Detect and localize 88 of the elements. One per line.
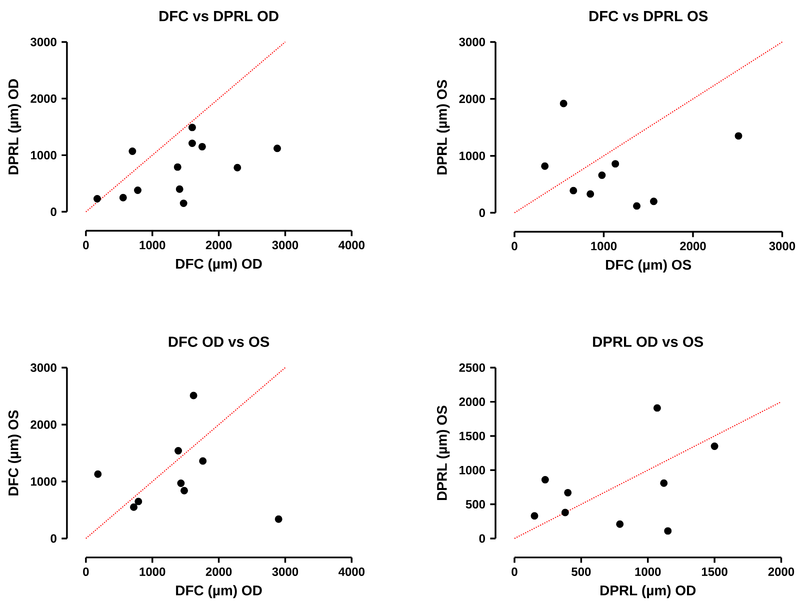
x-tick-label: 500 — [572, 567, 591, 576]
x-tick-label: 2000 — [768, 567, 794, 576]
y-tick-label: 3000 — [459, 38, 485, 46]
chart-title: DFC vs DPRL OS — [590, 10, 708, 22]
y-tick-label: 2500 — [459, 363, 485, 372]
y-axis-title: DPRL (µm) OS — [436, 80, 450, 174]
point — [174, 446, 182, 454]
y-tick-label: 2000 — [30, 420, 56, 429]
point — [190, 392, 198, 400]
point — [560, 100, 568, 108]
point — [199, 457, 207, 465]
y-tick-label: 3000 — [30, 38, 56, 46]
point — [660, 479, 668, 487]
point — [177, 479, 185, 487]
y-tick-label: 1000 — [460, 151, 485, 160]
point — [541, 476, 549, 484]
x-axis-title: DFC (µm) OS — [606, 259, 692, 272]
point — [664, 527, 672, 534]
point — [586, 190, 594, 198]
point — [616, 520, 624, 528]
x-tick-label: 4000 — [338, 240, 364, 250]
point — [134, 186, 142, 194]
x-tick-label: 0 — [512, 567, 518, 576]
point — [134, 498, 142, 505]
x-tick-label: 1000 — [591, 242, 617, 250]
point — [128, 147, 136, 155]
point — [530, 512, 538, 520]
point — [598, 171, 606, 179]
x-tick-label: 2000 — [206, 567, 232, 576]
point — [612, 160, 620, 168]
x-axis-title: DFC (µm) OD — [176, 584, 262, 598]
y-tick-label: 500 — [466, 500, 485, 508]
point — [188, 124, 196, 131]
y-axis-title: DPRL (µm) OS — [436, 406, 450, 500]
chart-title: DFC OD vs OS — [168, 336, 270, 347]
point — [561, 508, 569, 516]
x-tick-label: 2000 — [206, 240, 232, 250]
x-tick-label: 1000 — [635, 567, 661, 576]
point — [93, 194, 101, 202]
x-tick-label: 3000 — [769, 242, 796, 250]
y-tick-label: 3000 — [30, 363, 56, 372]
x-tick-label: 1500 — [702, 567, 728, 576]
point — [198, 142, 206, 150]
point — [234, 164, 242, 172]
x-tick-label: 4000 — [338, 567, 364, 576]
point — [650, 197, 658, 205]
x-tick-label: 2000 — [680, 242, 706, 250]
chart-title: DPRL OD vs OS — [593, 336, 704, 347]
point — [94, 470, 102, 478]
y-tick-label: 0 — [479, 534, 485, 543]
y-tick-label: 0 — [479, 208, 485, 217]
y-tick-label: 2000 — [459, 397, 485, 406]
y-tick-label: 2000 — [30, 94, 56, 103]
x-axis-title: DFC (µm) OD — [176, 258, 262, 272]
x-tick-label: 1000 — [140, 567, 166, 576]
x-axis-title: DPRL (µm) OD — [600, 584, 696, 598]
y-tick-label: 0 — [50, 207, 56, 216]
y-tick-label: 2000 — [459, 94, 485, 103]
point — [119, 194, 127, 202]
point — [188, 139, 196, 147]
point — [734, 132, 742, 140]
point — [710, 442, 718, 450]
y-tick-label: 1000 — [30, 477, 56, 486]
x-tick-label: 1000 — [140, 240, 166, 250]
point — [570, 186, 578, 194]
point — [653, 404, 661, 412]
y-tick-label: 1500 — [460, 432, 485, 440]
point — [274, 515, 282, 523]
point — [130, 503, 138, 511]
point — [541, 162, 549, 170]
point — [180, 199, 188, 207]
y-axis-title: DPRL (µm) OD — [8, 78, 22, 174]
point — [176, 185, 184, 193]
x-tick-label: 3000 — [272, 240, 298, 250]
x-tick-label: 0 — [83, 240, 89, 250]
point — [180, 486, 188, 494]
point — [633, 202, 640, 210]
x-tick-label: 0 — [512, 242, 518, 250]
point — [274, 144, 281, 152]
y-axis-title: DFC (µm) OS — [8, 410, 22, 496]
chart-title: DFC vs DPRL OD — [160, 10, 278, 22]
y-tick-label: 0 — [50, 534, 56, 543]
point — [564, 488, 572, 496]
point — [174, 163, 182, 171]
x-tick-label: 0 — [83, 567, 89, 576]
x-tick-label: 3000 — [272, 567, 298, 576]
y-tick-label: 1000 — [30, 150, 56, 160]
y-tick-label: 1000 — [460, 466, 485, 474]
